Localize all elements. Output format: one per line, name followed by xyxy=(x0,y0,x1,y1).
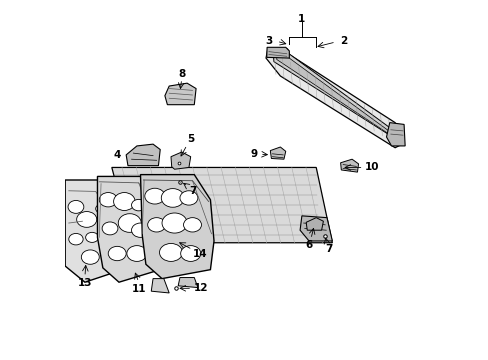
Polygon shape xyxy=(266,47,289,58)
Ellipse shape xyxy=(108,246,126,261)
Ellipse shape xyxy=(85,232,99,242)
Polygon shape xyxy=(97,176,162,282)
Text: 7: 7 xyxy=(325,244,332,254)
Text: 6: 6 xyxy=(305,240,312,250)
Text: 11: 11 xyxy=(131,284,145,294)
Ellipse shape xyxy=(161,189,184,207)
Text: 13: 13 xyxy=(78,278,92,288)
Polygon shape xyxy=(273,53,393,138)
Text: 7: 7 xyxy=(188,186,196,196)
Ellipse shape xyxy=(180,191,198,205)
Text: 12: 12 xyxy=(194,283,208,293)
Ellipse shape xyxy=(180,246,201,261)
Ellipse shape xyxy=(162,213,187,233)
Ellipse shape xyxy=(118,214,141,232)
Polygon shape xyxy=(265,49,402,148)
Polygon shape xyxy=(300,216,332,241)
Ellipse shape xyxy=(96,204,106,213)
Polygon shape xyxy=(112,167,332,243)
Polygon shape xyxy=(270,147,285,159)
Ellipse shape xyxy=(147,218,165,232)
Ellipse shape xyxy=(81,250,99,264)
Polygon shape xyxy=(178,278,198,288)
Ellipse shape xyxy=(69,233,83,245)
Polygon shape xyxy=(386,123,405,146)
Ellipse shape xyxy=(126,246,147,261)
Text: 10: 10 xyxy=(364,162,379,172)
Text: 1: 1 xyxy=(298,14,305,24)
Text: 5: 5 xyxy=(187,134,194,144)
Polygon shape xyxy=(151,279,169,293)
Ellipse shape xyxy=(68,201,83,213)
Polygon shape xyxy=(164,83,196,105)
Text: 3: 3 xyxy=(264,36,272,46)
Text: 2: 2 xyxy=(340,36,347,46)
Polygon shape xyxy=(171,152,190,169)
Text: 9: 9 xyxy=(250,149,257,159)
Ellipse shape xyxy=(113,193,135,211)
Polygon shape xyxy=(276,56,391,136)
Polygon shape xyxy=(65,180,119,282)
Polygon shape xyxy=(340,159,358,172)
Ellipse shape xyxy=(131,199,145,211)
Ellipse shape xyxy=(144,188,164,204)
Polygon shape xyxy=(140,175,214,279)
Ellipse shape xyxy=(183,218,201,232)
Ellipse shape xyxy=(99,193,117,207)
Ellipse shape xyxy=(77,212,97,227)
Text: 4: 4 xyxy=(113,150,121,160)
Ellipse shape xyxy=(102,222,118,235)
Polygon shape xyxy=(126,144,160,166)
Text: 8: 8 xyxy=(178,69,185,79)
Polygon shape xyxy=(305,218,323,230)
Text: 14: 14 xyxy=(193,248,207,258)
Ellipse shape xyxy=(131,223,149,237)
Ellipse shape xyxy=(159,243,182,261)
